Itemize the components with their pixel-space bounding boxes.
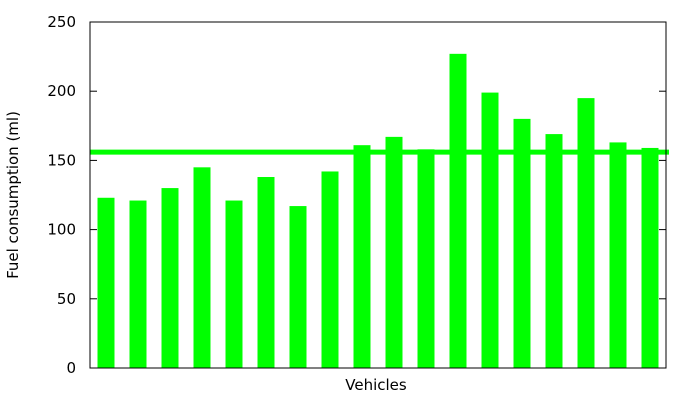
bar-14 bbox=[513, 118, 531, 368]
y-axis: 0 50 100 150 200 250 bbox=[47, 13, 666, 377]
bar-8 bbox=[321, 171, 339, 368]
bar-10 bbox=[385, 136, 403, 368]
y-tick-label: 150 bbox=[47, 151, 76, 169]
plot-frame bbox=[89, 21, 667, 369]
y-tick-label: 50 bbox=[57, 290, 76, 308]
bar-3 bbox=[161, 188, 179, 368]
bar-17 bbox=[609, 142, 627, 368]
bar-18 bbox=[641, 147, 659, 368]
bar-4 bbox=[193, 167, 211, 368]
y-tick-label: 200 bbox=[47, 82, 76, 100]
bar-9 bbox=[353, 145, 371, 368]
y-tick-label: 100 bbox=[47, 221, 76, 239]
bar-11 bbox=[417, 149, 435, 368]
y-axis-title: Fuel consumption (ml) bbox=[4, 111, 22, 279]
bar-5 bbox=[225, 200, 243, 368]
bars-group bbox=[97, 53, 659, 369]
y-tick-label: 250 bbox=[47, 13, 76, 31]
bar-2 bbox=[129, 200, 147, 368]
bar-1 bbox=[97, 197, 115, 368]
bar-6 bbox=[257, 177, 275, 368]
y-tick-label: 0 bbox=[66, 359, 76, 377]
bar-7 bbox=[289, 206, 307, 368]
bar-15 bbox=[545, 134, 563, 368]
bar-12 bbox=[449, 53, 467, 368]
bar-16 bbox=[577, 98, 595, 369]
bar-13 bbox=[481, 92, 499, 368]
x-axis-title: Vehicles bbox=[345, 376, 407, 394]
